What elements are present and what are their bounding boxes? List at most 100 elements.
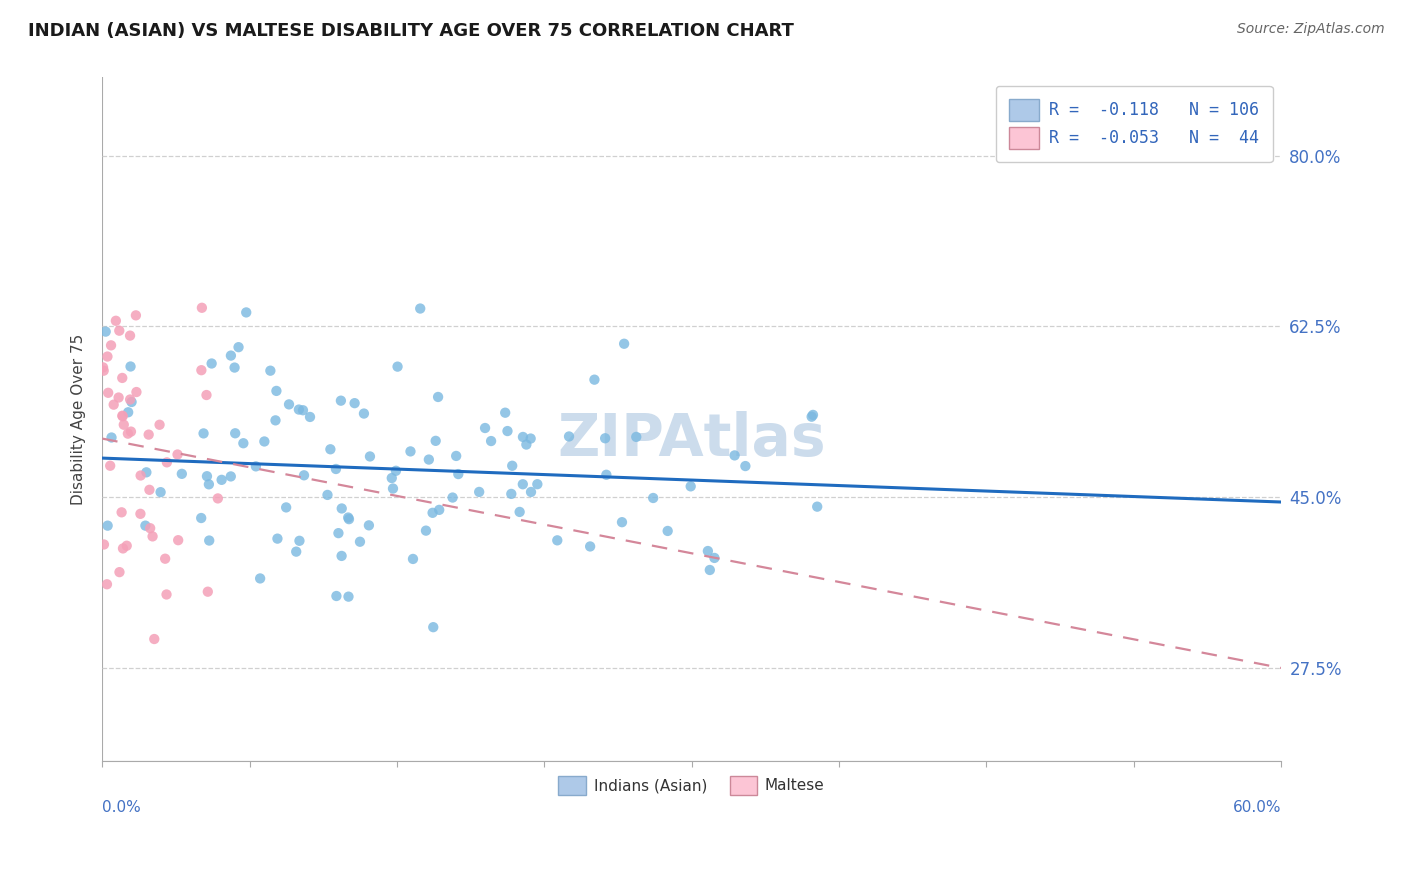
Point xyxy=(494,406,516,420)
Point xyxy=(100,338,122,352)
Point xyxy=(235,305,257,319)
Point xyxy=(357,518,380,533)
Point xyxy=(703,550,725,565)
Point xyxy=(108,565,131,579)
Point xyxy=(343,396,366,410)
Point xyxy=(118,328,141,343)
Point xyxy=(723,449,745,463)
Point xyxy=(117,426,139,441)
Point xyxy=(156,455,179,469)
Point xyxy=(579,540,602,554)
Point xyxy=(148,417,170,432)
Point xyxy=(734,458,756,473)
Point xyxy=(418,452,440,467)
Point xyxy=(501,458,523,473)
Point xyxy=(91,360,114,375)
Point xyxy=(107,391,129,405)
Point xyxy=(195,469,218,483)
Point xyxy=(643,491,665,505)
Point xyxy=(657,524,679,538)
Point xyxy=(264,413,287,427)
Point xyxy=(425,434,447,448)
Point xyxy=(191,301,214,315)
Point xyxy=(526,477,548,491)
Point xyxy=(138,483,160,497)
Point xyxy=(197,584,219,599)
Point xyxy=(125,309,148,323)
Point xyxy=(111,371,134,385)
Point xyxy=(190,363,212,377)
Point xyxy=(96,577,118,591)
Point xyxy=(94,325,117,339)
Point xyxy=(409,301,432,316)
Point xyxy=(93,364,115,378)
Point xyxy=(316,488,339,502)
Point xyxy=(359,450,381,464)
Point xyxy=(129,507,152,521)
Point xyxy=(288,402,311,417)
Point xyxy=(125,384,148,399)
Point xyxy=(100,430,122,444)
Point xyxy=(149,485,172,500)
Point xyxy=(288,533,311,548)
Point xyxy=(292,468,315,483)
Point xyxy=(166,448,188,462)
Point xyxy=(337,590,360,604)
Point xyxy=(479,434,502,448)
Point xyxy=(328,526,350,541)
Point xyxy=(266,532,288,546)
Point xyxy=(520,485,543,500)
Point xyxy=(198,477,221,491)
Point xyxy=(298,409,321,424)
Point xyxy=(253,434,276,449)
Point xyxy=(427,503,450,517)
Point xyxy=(319,442,342,457)
Point xyxy=(325,462,347,476)
Point xyxy=(117,405,139,419)
Point xyxy=(381,471,404,485)
Point xyxy=(583,373,606,387)
Point xyxy=(515,437,537,451)
Point xyxy=(447,467,470,481)
Point xyxy=(468,484,491,499)
Point xyxy=(112,417,135,432)
Point xyxy=(211,473,233,487)
Point xyxy=(110,505,132,519)
Point xyxy=(415,524,437,538)
Point xyxy=(155,587,177,601)
Point xyxy=(153,551,176,566)
Point xyxy=(190,511,212,525)
Point xyxy=(509,505,531,519)
Point xyxy=(195,388,218,402)
Point xyxy=(167,533,190,548)
Point xyxy=(142,529,165,543)
Point xyxy=(143,632,166,646)
Point xyxy=(120,359,142,374)
Point xyxy=(595,467,617,482)
Point xyxy=(207,491,229,506)
Point xyxy=(120,392,142,407)
Point xyxy=(399,444,422,458)
Point xyxy=(98,458,121,473)
Point xyxy=(278,397,301,411)
Point xyxy=(245,459,267,474)
Point xyxy=(138,427,160,442)
Point xyxy=(329,393,352,408)
Point xyxy=(111,541,134,556)
Point xyxy=(285,544,308,558)
Point xyxy=(134,518,156,533)
Point xyxy=(558,429,581,443)
Point xyxy=(266,384,288,398)
Point xyxy=(111,409,134,424)
Point xyxy=(198,533,221,548)
Point xyxy=(402,552,425,566)
Text: INDIAN (ASIAN) VS MALTESE DISABILITY AGE OVER 75 CORRELATION CHART: INDIAN (ASIAN) VS MALTESE DISABILITY AGE… xyxy=(28,22,794,40)
Point xyxy=(696,544,718,558)
Point xyxy=(382,482,405,496)
Point xyxy=(170,467,193,481)
Text: 0.0%: 0.0% xyxy=(103,799,141,814)
Legend: Indians (Asian), Maltese: Indians (Asian), Maltese xyxy=(553,770,831,801)
Point xyxy=(699,563,721,577)
Point xyxy=(129,468,152,483)
Point xyxy=(626,430,648,444)
